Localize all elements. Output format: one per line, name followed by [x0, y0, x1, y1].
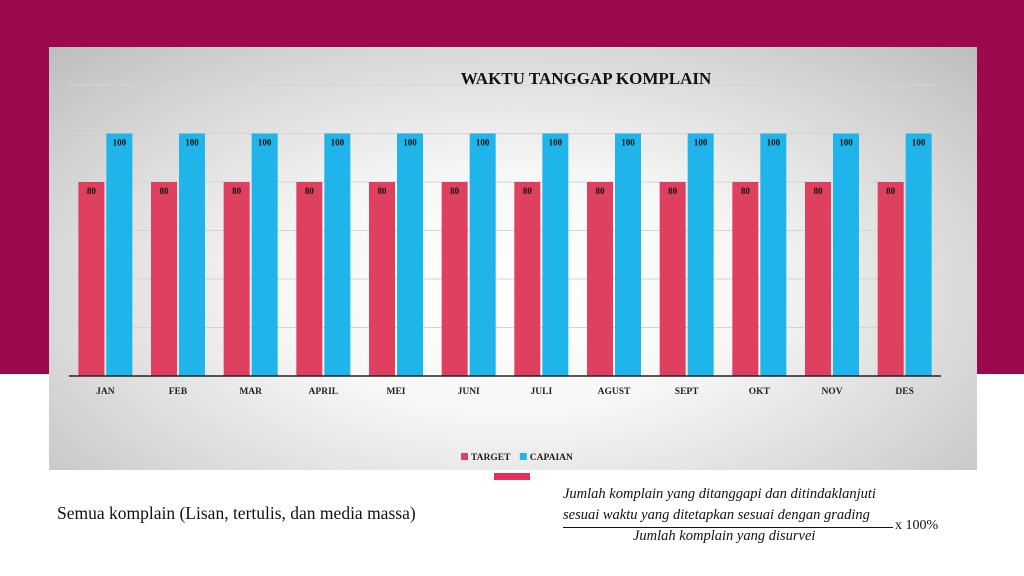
fraction-bar: [563, 527, 893, 528]
bar-target-sept: [659, 182, 686, 376]
x-tick-label: JULI: [531, 387, 553, 397]
x-tick-label: SEPT: [675, 387, 699, 397]
data-label: 80: [886, 186, 896, 196]
formula-numerator-line1: Jumlah komplain yang ditanggapi dan diti…: [563, 486, 876, 502]
data-label: 100: [912, 138, 926, 148]
caption-text: Semua komplain (Lisan, tertulis, dan med…: [57, 503, 416, 523]
accent-bar: [494, 473, 530, 480]
bar-capaian-juli: [542, 133, 569, 376]
legend: TARGET CAPAIAN: [461, 453, 573, 463]
bar-capaian-juni: [469, 133, 496, 376]
bar-capaian-nov: [833, 133, 859, 376]
x-tick-label: AGUST: [598, 387, 631, 397]
bar-chart: WAKTU TANGGAP KOMPLAIN 80100801008010080…: [69, 69, 941, 463]
legend-swatch-target: [461, 453, 468, 460]
data-label: 100: [331, 138, 345, 148]
x-tick-labels: JAN FEB MAR APRIL MEI JUNI JULI AGUST SEPT OKT NOV…: [96, 387, 914, 397]
bar-target-okt: [732, 182, 759, 376]
bar-target-mar: [223, 182, 250, 376]
data-label: 100: [694, 138, 708, 148]
x-tick-label: DES: [895, 387, 913, 397]
x-tick-label: APRIL: [309, 387, 339, 397]
data-label: 80: [741, 186, 751, 196]
bar-capaian-agust: [615, 133, 641, 376]
data-label: 80: [814, 186, 824, 196]
bar-capaian-des: [905, 133, 932, 376]
data-labels-group: 80 100 80 100 80 100 80 100 80 100 80 100 80 100 80 100…: [87, 138, 926, 197]
bar-target-juli: [514, 182, 541, 376]
data-label: 100: [113, 138, 127, 148]
bar-target-feb: [151, 182, 177, 376]
data-label: 80: [305, 186, 315, 196]
x-tick-label: MAR: [239, 387, 262, 397]
bars-group: [78, 133, 932, 376]
data-label: 80: [87, 186, 97, 196]
data-label: 100: [403, 138, 417, 148]
x-tick-label: FEB: [169, 387, 188, 397]
formula: Jumlah komplain yang ditanggapi dan diti…: [563, 484, 938, 544]
data-label: 100: [185, 138, 199, 148]
bar-capaian-mar: [251, 133, 278, 376]
bar-capaian-mei: [397, 133, 423, 376]
formula-numerator: Jumlah komplain yang ditanggapi dan diti…: [563, 484, 876, 526]
bar-target-des: [877, 182, 904, 376]
bar-capaian-sept: [687, 133, 714, 376]
data-label: 80: [450, 186, 460, 196]
bar-capaian-april: [324, 133, 351, 376]
x-tick-label: JAN: [96, 387, 115, 397]
data-label: 80: [596, 186, 606, 196]
formula-numerator-line2: sesuai waktu yang ditetapkan sesuai deng…: [563, 507, 870, 523]
bar-capaian-okt: [760, 133, 787, 376]
data-label: 80: [523, 186, 533, 196]
data-label: 80: [232, 186, 242, 196]
bar-capaian-feb: [179, 133, 205, 376]
data-label: 100: [839, 138, 853, 148]
legend-label-target: TARGET: [471, 453, 511, 463]
chart-title: WAKTU TANGGAP KOMPLAIN: [461, 69, 712, 88]
data-label: 100: [621, 138, 635, 148]
data-label: 100: [258, 138, 272, 148]
gridlines: [69, 84, 941, 328]
formula-multiplier: x 100%: [895, 518, 939, 533]
data-label: 100: [767, 138, 781, 148]
legend-swatch-capaian: [519, 453, 527, 460]
data-label: 100: [476, 138, 490, 148]
x-tick-label: MEI: [387, 387, 406, 397]
chart-panel: WAKTU TANGGAP KOMPLAIN 80 100 80 100 80 100 80…: [49, 47, 977, 470]
bar-target-agust: [587, 182, 613, 376]
legend-label-capaian: CAPAIAN: [530, 453, 573, 463]
bar-target-jan: [78, 182, 105, 376]
data-label: 80: [378, 186, 388, 196]
bar-target-april: [296, 182, 323, 376]
bar-target-nov: [805, 182, 831, 376]
x-tick-label: JUNI: [458, 387, 480, 397]
bar-target-mei: [369, 182, 395, 376]
bar-target-juni: [441, 182, 468, 376]
data-label: 80: [160, 186, 170, 196]
data-label: 100: [549, 138, 563, 148]
bar-capaian-jan: [106, 133, 133, 376]
formula-denominator: Jumlah komplain yang disurvei: [633, 528, 816, 544]
x-tick-label: NOV: [821, 387, 842, 397]
data-label: 80: [668, 186, 678, 196]
x-tick-label: OKT: [749, 387, 771, 397]
